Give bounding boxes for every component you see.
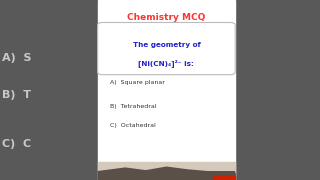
- Bar: [213, 176, 235, 180]
- Bar: [0, 0, 98, 180]
- Text: [Ni(CN)₄]²⁻ is:: [Ni(CN)₄]²⁻ is:: [139, 59, 194, 67]
- Text: B)  T: B) T: [2, 90, 31, 100]
- Text: C)  C: C) C: [2, 139, 31, 149]
- Bar: [98, 162, 235, 180]
- Text: C)  Octahedral: C) Octahedral: [110, 123, 156, 129]
- Bar: [98, 173, 235, 180]
- Bar: [235, 0, 320, 180]
- Text: Chemistry MCQ: Chemistry MCQ: [127, 13, 205, 22]
- FancyBboxPatch shape: [98, 22, 235, 75]
- Text: B)  Tetrahedral: B) Tetrahedral: [110, 104, 157, 109]
- Polygon shape: [98, 166, 235, 180]
- Bar: [98, 0, 235, 180]
- Text: A)  Square planar: A) Square planar: [110, 80, 165, 85]
- Text: The geometry of: The geometry of: [132, 42, 200, 48]
- Text: A)  S: A) S: [2, 53, 31, 63]
